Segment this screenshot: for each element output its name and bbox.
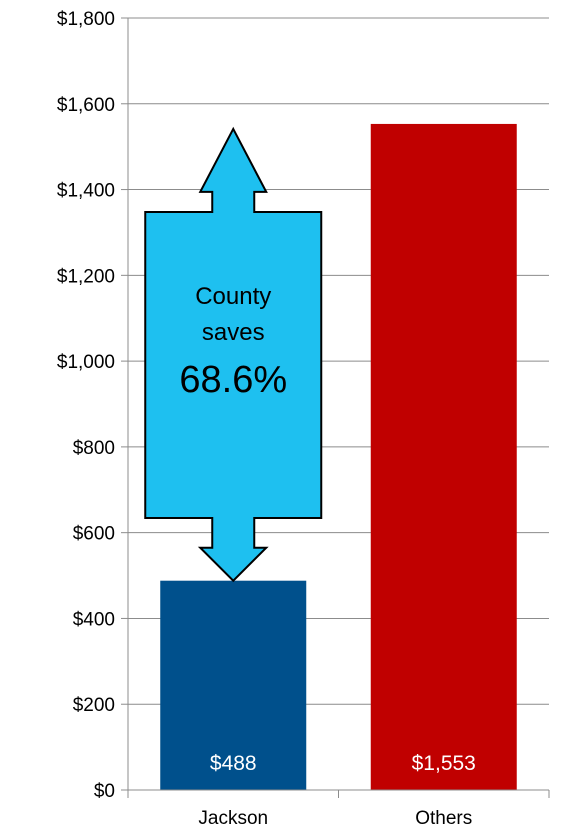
bar-value-label: $1,553 — [412, 752, 476, 775]
y-tick-label: $800 — [73, 438, 115, 459]
savings-callout: County saves 68.6% — [144, 126, 323, 583]
x-category-label: Others — [415, 808, 472, 829]
bars — [160, 123, 517, 791]
y-tick-label: $0 — [94, 781, 115, 802]
axes — [127, 18, 550, 798]
callout-line-county: County — [195, 283, 271, 310]
y-axis-ticks: $0 $200 $400 $600 $800 $1,000 $1,200 $1,400 $1,6… — [57, 9, 128, 802]
y-tick-label: $1,200 — [57, 266, 115, 287]
y-tick-label: $600 — [73, 524, 115, 545]
double-arrow-callout — [144, 126, 323, 583]
y-tick-label: $1,600 — [57, 95, 115, 116]
bar-value-label: $488 — [210, 752, 257, 775]
x-category-label: Jackson — [198, 808, 268, 829]
y-tick-label: $1,400 — [57, 181, 115, 202]
callout-line-saves: saves — [202, 319, 265, 346]
labels: $488 Jackson $1,553 Others — [198, 752, 475, 829]
y-tick-label: $200 — [73, 695, 115, 716]
y-tick-label: $400 — [73, 609, 115, 630]
y-tick-label: $1,800 — [57, 9, 115, 30]
bar-jackson — [160, 580, 307, 790]
callout-percentage: 68.6% — [179, 359, 287, 401]
bar-others — [370, 123, 517, 791]
y-tick-label: $1,000 — [57, 352, 115, 373]
